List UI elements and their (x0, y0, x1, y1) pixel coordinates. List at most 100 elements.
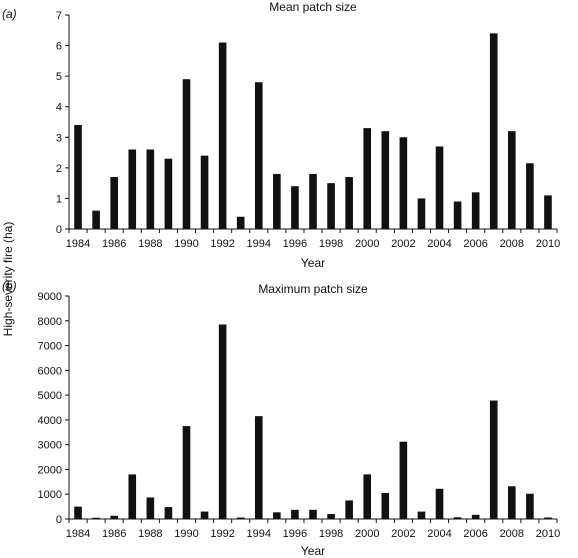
bar-a-1991 (200, 155, 209, 229)
x-tick-label-b: 2002 (391, 528, 415, 540)
bar-a-2003 (417, 198, 426, 229)
x-tick-label-a: 2008 (500, 238, 524, 250)
bar-a-2007 (489, 33, 498, 229)
bar-a-2002 (399, 137, 408, 229)
bar-a-1984 (74, 125, 82, 229)
bar-b-1991 (200, 511, 209, 519)
bar-a-2010 (544, 195, 552, 229)
x-tick-label-a: 2000 (355, 238, 379, 250)
bar-b-1990 (182, 426, 191, 519)
chart-title-b: Maximum patch size (258, 282, 368, 296)
y-tick-label-b: 4000 (38, 415, 62, 427)
x-tick-label-b: 1996 (283, 528, 307, 540)
y-tick-label-b: 2000 (38, 464, 62, 476)
shared-ylabel: High-severity fire (ha) (1, 222, 15, 337)
y-tick-label-a: 7 (56, 10, 62, 22)
x-tick-label-b: 1988 (138, 528, 162, 540)
y-tick-label-a: 3 (56, 132, 62, 144)
y-tick-label-a: 0 (56, 224, 62, 236)
bar-b-1992 (218, 324, 227, 519)
bar-b-2003 (417, 511, 426, 519)
bar-a-1996 (291, 186, 299, 229)
bar-b-2002 (399, 441, 408, 519)
y-tick-label-a: 6 (56, 41, 62, 53)
x-tick-label-b: 1990 (174, 528, 198, 540)
bar-a-1990 (182, 79, 191, 229)
bar-a-2004 (435, 146, 444, 229)
bar-b-1984 (74, 506, 82, 519)
plot-area-b: 0 1000 2000 3000 4000 5000 6000 7000 8000 9000 198… (38, 291, 561, 540)
x-tick-label-b: 1984 (66, 528, 90, 540)
chart-title-a: Mean patch size (269, 0, 357, 14)
bar-b-2005 (453, 517, 462, 519)
x-tick-label-a: 1986 (102, 238, 126, 250)
x-tick-label-b: 2010 (536, 528, 560, 540)
y-tick-label-a: 5 (56, 71, 62, 83)
bar-a-1988 (146, 149, 155, 229)
y-tick-label-b: 0 (56, 514, 62, 526)
bar-a-1995 (273, 173, 281, 229)
bar-b-1988 (146, 497, 155, 519)
bar-b-1987 (128, 474, 137, 519)
x-tick-label-b: 1986 (102, 528, 126, 540)
y-tick-label-a: 1 (56, 193, 62, 205)
bar-a-2000 (363, 128, 372, 229)
bar-a-1986 (110, 177, 118, 229)
bar-a-1999 (345, 177, 353, 229)
x-tick-label-a: 1996 (283, 238, 307, 250)
y-tick-label-b: 6000 (38, 365, 62, 377)
x-tick-label-b: 1994 (247, 528, 271, 540)
bar-b-1998 (327, 514, 335, 519)
bar-a-1994 (254, 82, 263, 229)
bar-b-1995 (273, 512, 281, 519)
plot-area-a: 0 1 2 3 4 5 6 7 1984 1986 1988 1990 1992 1994 1996 1998… (56, 10, 560, 250)
bar-a-1993 (236, 216, 245, 229)
bar-b-1989 (164, 507, 173, 519)
bar-a-2006 (471, 192, 480, 229)
panel-label-b: (b) (2, 279, 17, 293)
x-tick-label-a: 1990 (174, 238, 198, 250)
bar-a-1987 (128, 149, 137, 229)
x-tick-label-b: 1992 (210, 528, 234, 540)
bar-b-2001 (381, 492, 390, 519)
chart-panel-a: (a) Mean patch size 0 1 2 3 4 5 6 7 1984 1986 1988… (2, 0, 560, 270)
bar-a-2009 (526, 163, 534, 229)
bar-b-1994 (254, 416, 263, 519)
y-tick-label-b: 8000 (38, 316, 62, 328)
x-tick-label-a: 2004 (427, 238, 451, 250)
bar-a-1985 (92, 210, 100, 229)
bar-b-2004 (435, 488, 444, 519)
bar-a-2001 (381, 131, 390, 229)
x-axis-label-a: Year (301, 256, 325, 270)
y-tick-label-a: 4 (56, 102, 62, 114)
y-tick-label-b: 5000 (38, 390, 62, 402)
x-tick-label-a: 1994 (247, 238, 271, 250)
x-tick-label-b: 2006 (463, 528, 487, 540)
x-tick-label-b: 2004 (427, 528, 451, 540)
x-axis-label-b: Year (301, 544, 325, 558)
bar-b-1999 (345, 500, 353, 519)
bar-b-2007 (489, 400, 498, 519)
bar-b-2010 (544, 517, 552, 519)
bar-b-2000 (363, 474, 372, 519)
bar-a-1992 (218, 42, 227, 230)
bar-a-1997 (309, 173, 317, 229)
bar-a-2005 (453, 201, 462, 229)
x-tick-label-a: 2002 (391, 238, 415, 250)
chart-panel-b: (b) Maximum patch size 0 1000 2000 3000 4000… (2, 279, 560, 558)
bar-a-1989 (164, 158, 173, 229)
bar-b-2009 (526, 493, 534, 519)
x-tick-label-b: 2008 (500, 528, 524, 540)
bar-b-2008 (508, 486, 516, 519)
x-tick-label-a: 1992 (210, 238, 234, 250)
bar-b-1996 (291, 509, 299, 519)
y-tick-label-b: 1000 (38, 489, 62, 501)
x-tick-label-a: 2006 (463, 238, 487, 250)
panel-label-a: (a) (2, 7, 17, 21)
x-tick-label-a: 1988 (138, 238, 162, 250)
bar-b-1997 (309, 509, 317, 519)
y-tick-label-a: 2 (56, 163, 62, 175)
bar-b-2006 (471, 514, 480, 519)
bar-b-1985 (92, 517, 100, 519)
